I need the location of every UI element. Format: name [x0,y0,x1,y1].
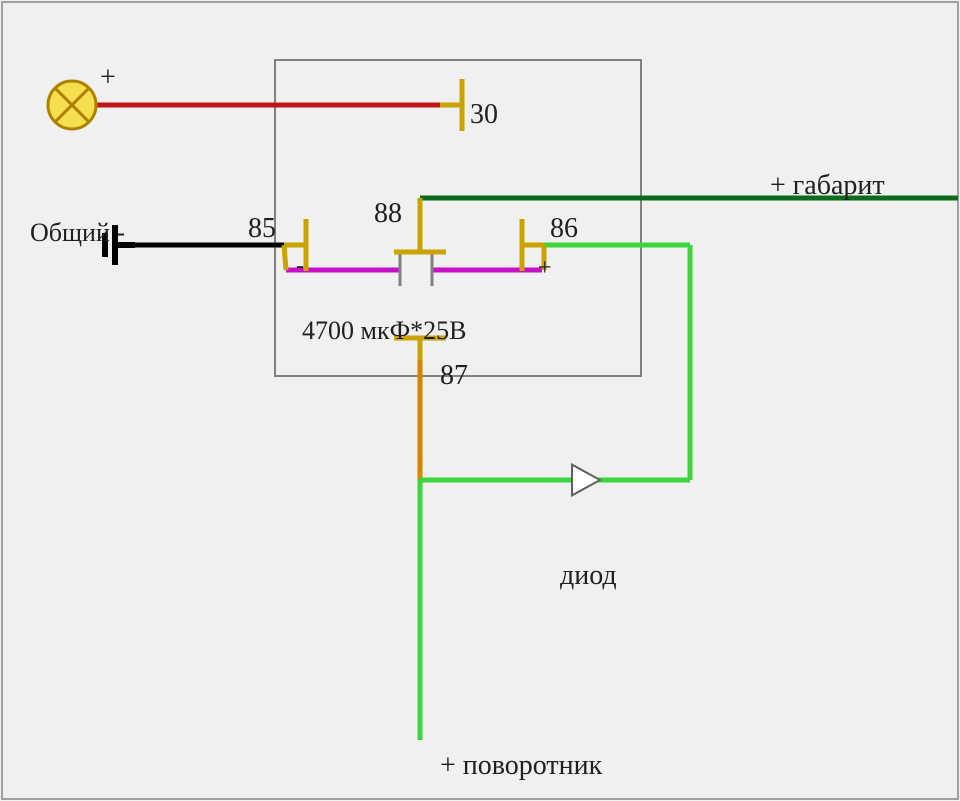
label-terminal-87: 87 [440,360,468,392]
label-terminal-86-plus: + [538,255,552,282]
label-terminal-85-minus: - [296,253,304,280]
diagram-stage: + Общий - 4700 мкФ*25В + габарит диод + повор… [0,0,960,801]
label-common-minus: Общий - [30,218,125,248]
label-terminal-85: 85 [248,213,276,245]
label-diode: диод [560,560,617,592]
label-capacitor: 4700 мкФ*25В [302,316,466,346]
label-terminal-88: 88 [374,198,402,230]
label-povorotnik: + поворотник [440,750,602,782]
label-plus-lamp: + [100,62,116,94]
label-terminal-30: 30 [470,99,498,131]
label-terminal-86: 86 [550,213,578,245]
label-gabarit: + габарит [770,170,885,202]
